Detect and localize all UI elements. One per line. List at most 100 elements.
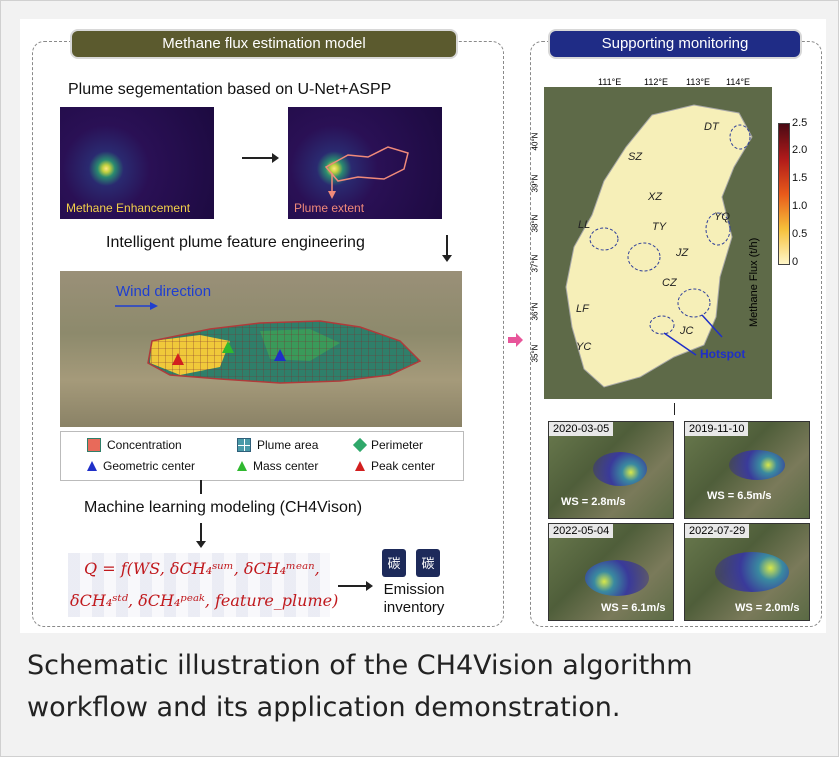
figure-caption: Schematic illustration of the CH4Vision … [27, 650, 693, 723]
city-cz: CZ [662, 277, 677, 289]
arrow-right [242, 157, 274, 159]
left-panel-title: Methane flux estimation model [72, 31, 456, 57]
lat-tick-2: 38°N [530, 214, 540, 233]
step2-label: Intelligent plume feature engineering [106, 234, 365, 251]
step3-label: Machine learning modeling (CH4Vison) [84, 499, 363, 516]
plume-area-swatch [237, 438, 251, 452]
city-yq: YQ [714, 211, 730, 223]
legend-peak-center-label: Peak center [371, 459, 436, 473]
mass-center-triangle-icon [237, 461, 247, 471]
colorbar [778, 123, 790, 265]
lat-tick-4: 36°N [530, 302, 540, 321]
colorbar-tick-2: 1.5 [792, 172, 808, 184]
right-panel-title: Supporting monitoring [550, 31, 800, 57]
case-3-plume [585, 560, 649, 596]
legend-concentration-label: Concentration [107, 438, 182, 452]
shanxi-map: DT SZ XZ TY YQ LL JZ CZ LF JC YC Hotspot [544, 87, 772, 399]
case-1-plume [593, 452, 647, 486]
methane-enhancement-label: Methane Enhancement [66, 201, 191, 215]
lon-tick-2: 113°E [686, 77, 710, 87]
colorbar-tick-3: 1.0 [792, 200, 808, 212]
colorbar-tick-1: 2.0 [792, 144, 808, 156]
case-2-date: 2019-11-10 [685, 422, 749, 436]
clipboard-icon-1: 碳 [382, 549, 406, 577]
inventory-label-line1: Emission [383, 581, 445, 598]
feature-engineering-image: Wind direction [60, 271, 462, 427]
plume-extent-label: Plume extent [294, 201, 365, 215]
city-ll: LL [578, 219, 591, 231]
legend-plume-area-label: Plume area [257, 438, 319, 452]
pink-arrow-icon [508, 337, 516, 343]
perimeter-diamond-icon [352, 437, 368, 453]
clipboard-icon-2: 碳 [416, 549, 440, 577]
city-jc: JC [680, 325, 694, 337]
colorbar-tick-5: 0 [792, 256, 799, 268]
lon-tick-0: 111°E [598, 77, 622, 87]
case-image-2: 2019-11-10 WS = 6.5m/s [684, 421, 810, 519]
city-xz: XZ [648, 191, 663, 203]
inventory-label: Emission inventory [374, 581, 454, 617]
inventory-label-line2: inventory [383, 599, 445, 616]
plume-grid-svg [115, 302, 422, 384]
arrow-down-1-head [442, 255, 452, 262]
legend-perimeter: Perimeter [352, 437, 424, 453]
case-4-date: 2022-07-29 [685, 524, 750, 538]
arrow-to-inventory-head [366, 581, 373, 591]
case-image-4: 2022-07-29 WS = 2.0m/s [684, 523, 810, 621]
legend-peak-center: Peak center [355, 459, 435, 473]
arrow-down-1 [446, 235, 448, 257]
step1-label: Plume segementation based on U-Net+ASPP [68, 81, 392, 98]
case-image-3: 2022-05-04 WS = 6.1m/s [548, 523, 674, 621]
figure: Methane flux estimation model Plume sege… [20, 19, 826, 633]
connector-line [200, 480, 202, 494]
geometric-center-triangle-icon [87, 461, 97, 471]
city-sz: SZ [628, 151, 643, 163]
case-2-ws: WS = 6.5m/s [707, 490, 772, 502]
legend-plume-area: Plume area [237, 438, 318, 452]
formula-background [68, 553, 330, 617]
formula-line2: δCH₄ˢᵗᵈ, δCH₄ᵖᵉᵃᵏ, feature_plume) [70, 591, 339, 610]
pink-arrow-head [516, 333, 523, 347]
lon-tick-1: 112°E [644, 77, 668, 87]
case-4-plume [715, 552, 789, 592]
legend-geometric-center-label: Geometric center [103, 459, 196, 473]
case-1-ws: WS = 2.8m/s [561, 496, 626, 508]
lat-tick-5: 35°N [530, 344, 540, 363]
legend-concentration: Concentration [87, 438, 182, 452]
case-3-ws: WS = 6.1m/s [601, 602, 666, 614]
case-4-ws: WS = 2.0m/s [735, 602, 800, 614]
city-lf: LF [576, 303, 589, 315]
colorbar-label: Methane Flux (t/h) [748, 237, 760, 327]
city-dt: DT [704, 121, 719, 133]
legend-mass-center: Mass center [237, 459, 318, 473]
arrow-down-2 [200, 523, 202, 543]
formula-line1: Q = f(WS, δCH₄ˢᵘᵐ, δCH₄ᵐᵉᵃⁿ, [84, 559, 320, 578]
colorbar-tick-0: 2.5 [792, 117, 808, 129]
hotspot-label: Hotspot [700, 347, 746, 361]
case-2-plume [729, 450, 785, 480]
lat-tick-0: 40°N [530, 132, 540, 151]
clipboard-icon-2-char: 碳 [421, 556, 435, 571]
arrow-right-head [272, 153, 279, 163]
feature-legend: Concentration Plume area Perimeter Geome… [60, 431, 464, 481]
plume-outline [324, 146, 409, 199]
clipboard-icon-1-char: 碳 [387, 556, 401, 571]
city-jz: JZ [676, 247, 689, 259]
legend-perimeter-label: Perimeter [371, 438, 424, 452]
case-image-1: 2020-03-05 WS = 2.8m/s [548, 421, 674, 519]
concentration-swatch [87, 438, 101, 452]
arrow-down-3 [674, 403, 675, 415]
lat-tick-3: 37°N [530, 254, 540, 273]
lon-tick-3: 114°E [726, 77, 750, 87]
methane-enhancement-image: Methane Enhancement [60, 107, 214, 219]
legend-mass-center-label: Mass center [253, 459, 319, 473]
lat-tick-1: 39°N [530, 174, 540, 193]
colorbar-tick-4: 0.5 [792, 228, 808, 240]
legend-geometric-center: Geometric center [87, 459, 195, 473]
case-1-date: 2020-03-05 [549, 422, 614, 436]
arrow-to-inventory [338, 585, 368, 587]
city-yc: YC [576, 341, 592, 353]
plume-extent-image: Plume extent [288, 107, 442, 219]
city-ty: TY [652, 221, 667, 233]
